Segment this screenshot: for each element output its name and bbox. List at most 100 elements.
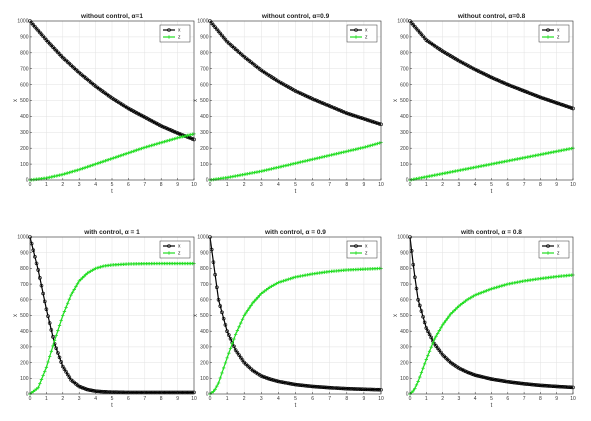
data-point-z xyxy=(90,163,95,167)
data-point-x xyxy=(554,101,559,105)
y-tick-label: 0 xyxy=(406,178,409,184)
data-point-x xyxy=(510,84,515,89)
y-tick-label: 900 xyxy=(200,35,209,41)
data-point-x xyxy=(535,94,539,98)
legend-marker-z xyxy=(167,251,171,255)
data-point-x xyxy=(312,384,317,389)
data-point-z xyxy=(213,387,217,391)
legend-label-x: x xyxy=(365,28,368,34)
x-tick-label: 3 xyxy=(458,182,461,188)
data-point-x xyxy=(174,130,178,135)
data-point-z xyxy=(103,159,108,163)
data-point-x xyxy=(499,79,504,84)
data-point-z xyxy=(281,279,286,283)
data-point-z xyxy=(138,147,142,151)
data-point-z xyxy=(280,164,284,169)
data-point-x xyxy=(291,382,296,387)
data-point-z xyxy=(411,389,415,393)
data-point-z xyxy=(74,168,78,173)
data-point-x xyxy=(499,378,504,383)
data-point-x xyxy=(79,385,83,389)
data-point-x xyxy=(274,379,279,383)
data-point-z xyxy=(242,313,246,318)
data-point-z xyxy=(144,145,149,149)
data-point-x xyxy=(42,299,47,304)
data-point-x xyxy=(324,385,329,390)
data-point-z xyxy=(228,346,233,351)
data-point-x xyxy=(358,387,363,391)
data-point-z xyxy=(184,134,188,138)
data-point-x xyxy=(501,379,505,383)
y-tick-label: 1000 xyxy=(17,235,28,241)
data-point-z xyxy=(263,289,267,293)
data-point-x xyxy=(278,379,282,384)
chart-title: without control, α=0.9 xyxy=(261,13,330,20)
data-point-x xyxy=(566,104,570,109)
x-tick-label: 4 xyxy=(277,182,280,188)
data-point-x xyxy=(295,382,300,387)
data-point-z xyxy=(322,154,327,159)
chart-title: with control, α = 1 xyxy=(83,229,140,236)
y-tick-label: 300 xyxy=(20,130,29,136)
data-point-x xyxy=(468,371,473,376)
data-point-x xyxy=(496,78,500,83)
subplot-1: 0 1 2 3 4 5 6 7 8 9 100100200300400500600700800900… xyxy=(13,13,197,195)
legend-marker-x xyxy=(167,28,171,32)
data-point-x xyxy=(223,323,228,327)
data-point-x xyxy=(517,381,522,385)
data-point-z xyxy=(149,143,154,148)
y-tick-label: 900 xyxy=(200,250,209,256)
data-point-z xyxy=(427,349,432,353)
data-point-z xyxy=(54,333,58,338)
data-point-x xyxy=(525,90,530,95)
x-tick-label: 3 xyxy=(260,182,263,188)
data-point-x xyxy=(264,376,269,380)
data-point-z xyxy=(110,156,114,161)
data-point-x xyxy=(164,126,168,130)
series-markers-z xyxy=(408,273,575,396)
data-point-z xyxy=(484,288,489,293)
data-point-z xyxy=(100,160,104,164)
data-point-x xyxy=(220,310,224,315)
data-point-z xyxy=(249,303,253,308)
data-point-z xyxy=(167,138,172,142)
y-axis-label: x xyxy=(13,314,19,317)
data-point-z xyxy=(414,383,419,387)
x-tick-label: 1 xyxy=(45,182,48,188)
x-tick-label: 6 xyxy=(506,396,509,402)
x-tick-label: 7 xyxy=(523,182,526,188)
y-tick-label: 800 xyxy=(20,266,29,272)
data-point-x xyxy=(225,329,229,334)
data-point-x xyxy=(303,93,308,98)
data-point-z xyxy=(273,282,277,287)
data-point-z xyxy=(374,142,378,146)
data-point-z xyxy=(92,162,96,167)
data-point-z xyxy=(174,136,178,141)
data-point-x xyxy=(504,379,508,384)
data-point-x xyxy=(39,283,44,288)
data-point-z xyxy=(422,362,427,366)
data-point-x xyxy=(343,110,347,115)
data-point-x xyxy=(310,97,315,101)
data-point-z xyxy=(237,325,241,329)
data-point-z xyxy=(239,321,243,325)
data-point-z xyxy=(473,293,477,297)
data-point-x xyxy=(312,97,317,102)
data-point-z xyxy=(148,144,152,148)
data-point-x xyxy=(363,387,368,392)
data-point-x xyxy=(240,358,245,362)
data-point-x xyxy=(551,99,556,104)
data-point-z xyxy=(256,295,260,299)
data-point-x xyxy=(235,350,240,355)
data-point-z xyxy=(82,274,86,278)
data-point-z xyxy=(36,386,40,390)
data-point-x xyxy=(530,92,535,96)
data-point-z xyxy=(480,290,484,295)
data-point-x xyxy=(216,297,221,302)
data-point-x xyxy=(346,386,351,391)
data-point-x xyxy=(344,111,349,116)
data-point-z xyxy=(491,286,495,291)
data-point-x xyxy=(271,378,276,382)
data-point-x xyxy=(520,88,525,93)
x-tick-label: 1 xyxy=(45,396,48,402)
